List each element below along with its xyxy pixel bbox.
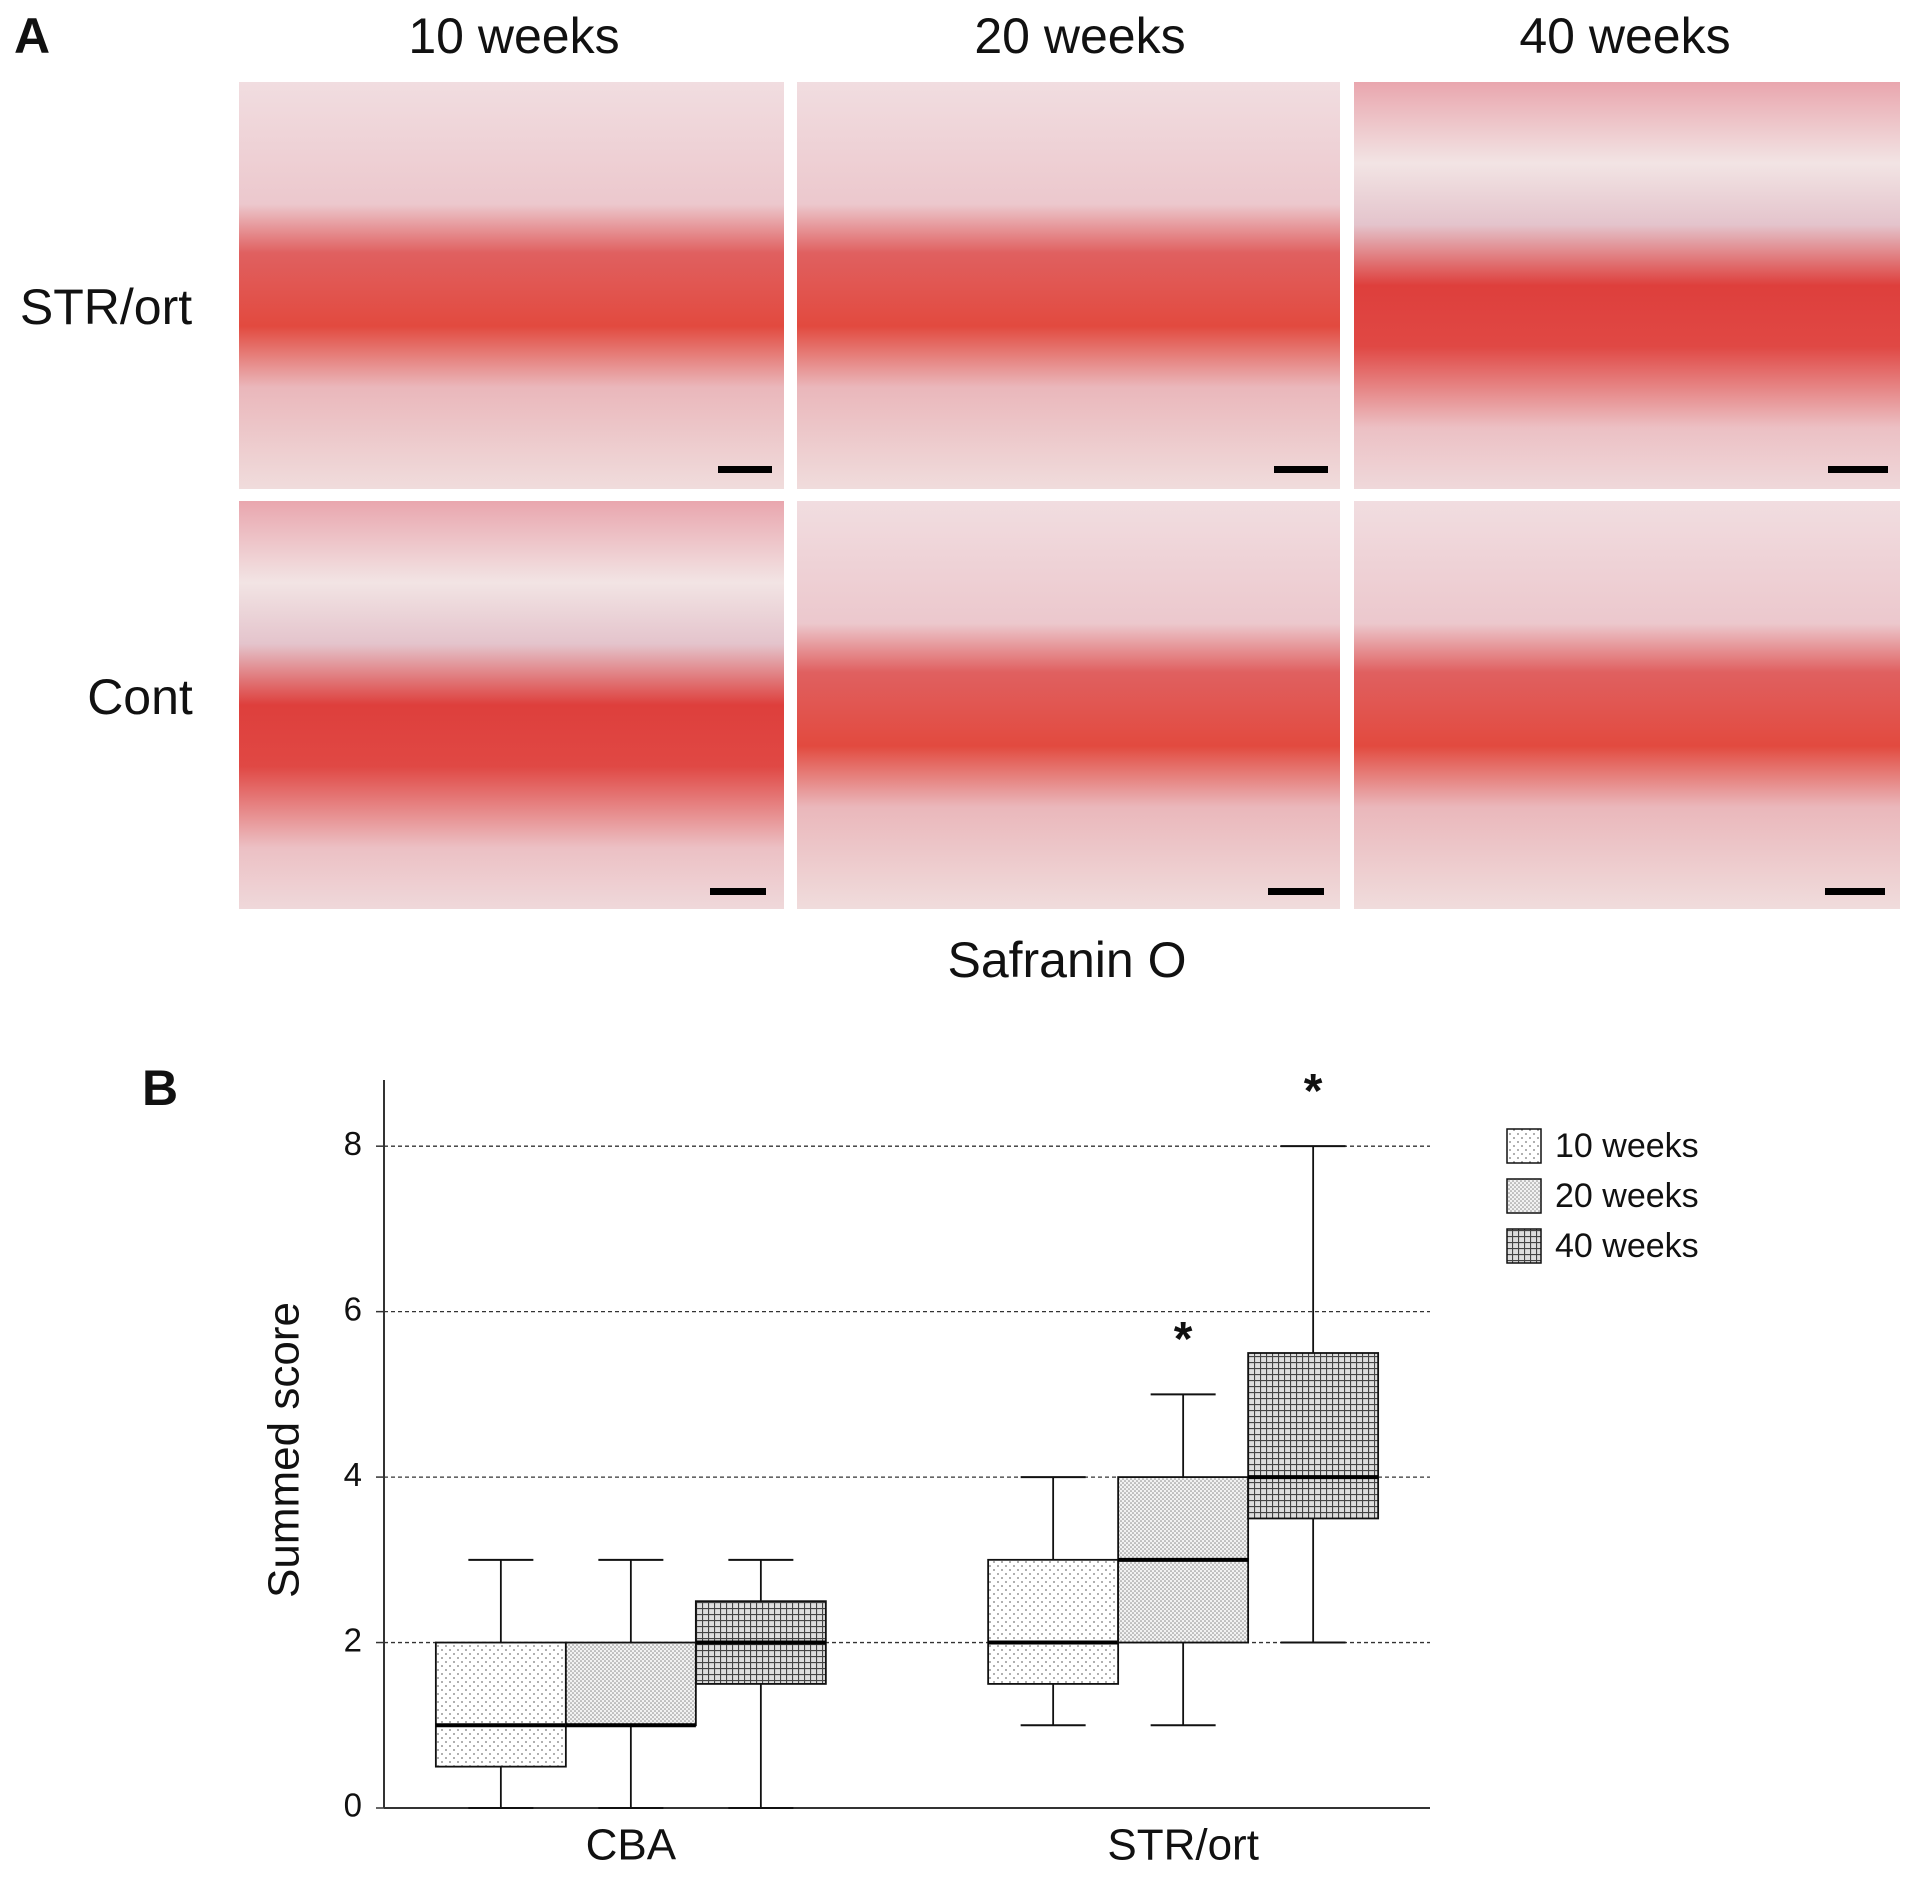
row-label: Cont (87, 669, 193, 725)
panel-label: A (14, 8, 50, 64)
caption: Safranin O (947, 932, 1186, 988)
y-axis-label: Summed score (260, 1302, 309, 1598)
box (1247, 1352, 1380, 1520)
scale-bar (718, 466, 772, 473)
y-tick-label: 8 (344, 1125, 362, 1162)
significance-marker: * (1174, 1313, 1193, 1366)
panel-label: B (142, 1060, 178, 1116)
histology-image (1354, 501, 1900, 909)
x-tick-label: CBA (586, 1821, 677, 1870)
scale-bar (710, 888, 766, 895)
column-title: 10 weeks (408, 8, 619, 64)
histology-image (239, 501, 784, 909)
scale-bar (1268, 888, 1324, 895)
legend-label: 10 weeks (1555, 1127, 1699, 1165)
column-title: 40 weeks (1519, 8, 1730, 64)
y-tick-label: 0 (344, 1787, 362, 1824)
column-title: 20 weeks (974, 8, 1185, 64)
legend-swatch (1506, 1128, 1542, 1164)
scale-bar (1828, 466, 1888, 473)
row-label: STR/ort (20, 279, 192, 335)
histology-panel (239, 82, 1900, 909)
y-tick-label: 4 (344, 1456, 362, 1493)
y-tick-label: 6 (344, 1290, 362, 1327)
legend-label: 20 weeks (1555, 1177, 1699, 1215)
scale-bar (1274, 466, 1328, 473)
legend-label: 40 weeks (1555, 1227, 1699, 1265)
legend-swatch (1506, 1228, 1542, 1264)
box (987, 1558, 1120, 1685)
y-tick-label: 2 (344, 1621, 362, 1658)
histology-image (797, 82, 1340, 489)
scale-bar (1825, 888, 1885, 895)
box (564, 1641, 697, 1727)
x-tick-label: STR/ort (1107, 1821, 1259, 1870)
significance-marker: * (1304, 1065, 1323, 1118)
histology-image (1354, 82, 1900, 489)
legend-swatch (1506, 1178, 1542, 1214)
box (434, 1641, 567, 1768)
histology-image (797, 501, 1340, 909)
histology-image (239, 82, 784, 489)
